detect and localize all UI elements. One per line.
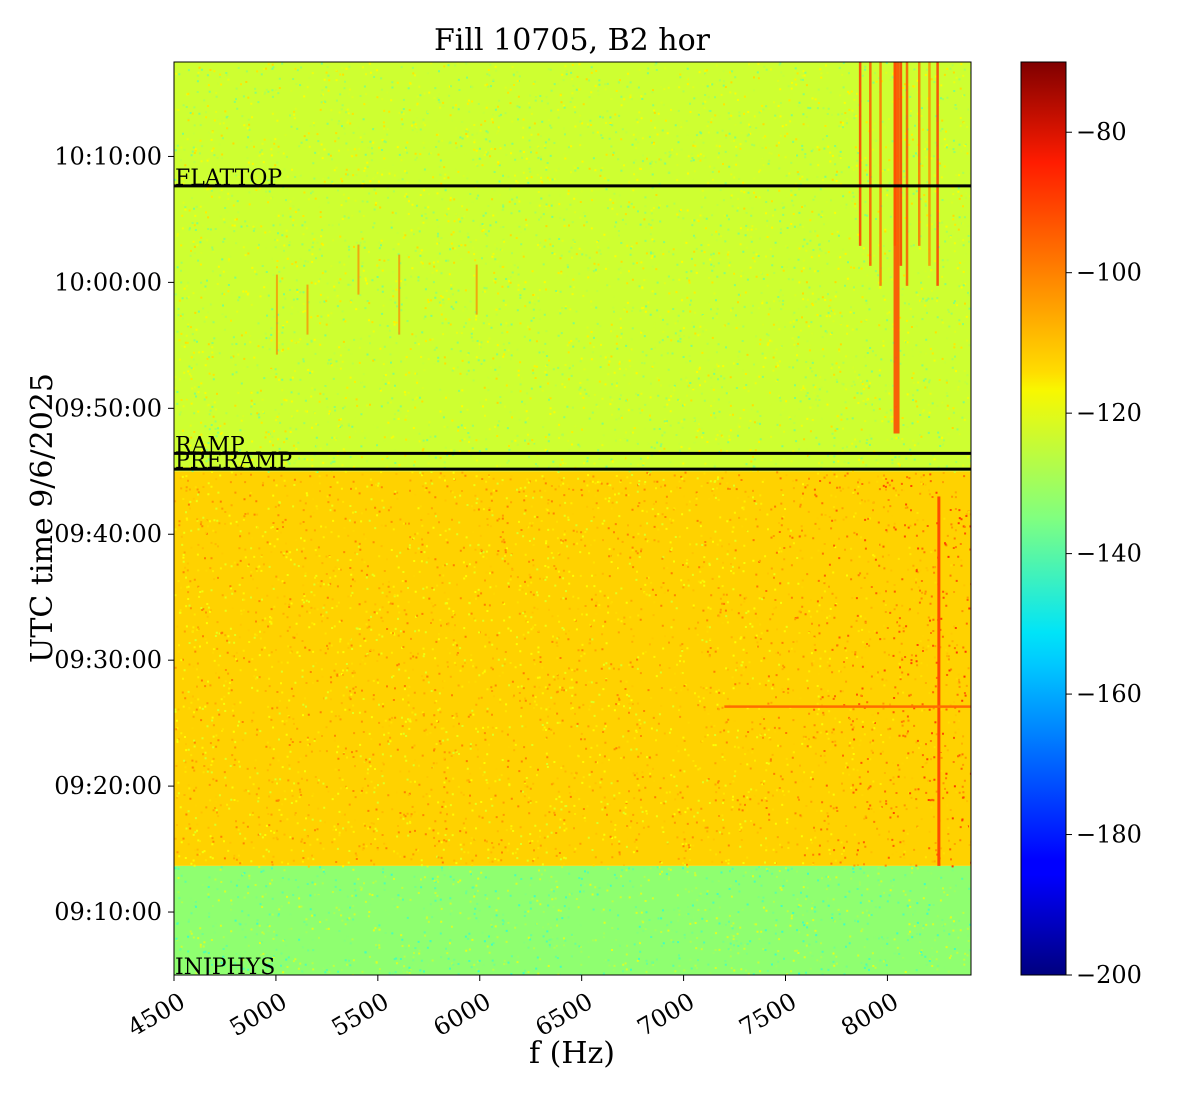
- transient-line: [398, 254, 401, 335]
- noise-speck-group: [750, 870, 753, 873]
- y-tick-label: 10:00:00: [54, 268, 162, 296]
- chart-title: Fill 10705, B2 hor: [434, 23, 711, 58]
- y-tick-label: 09:40:00: [54, 520, 162, 548]
- plot-frame: [173, 61, 972, 976]
- colorbar-tick-label: −180: [1076, 821, 1142, 849]
- region-1: [174, 471, 971, 866]
- x-tick-label: 6000: [429, 987, 496, 1042]
- spectral-line-main: [893, 62, 900, 434]
- x-axis: 4500 5000 5500 6000 6500 7000 7500 8000: [123, 975, 903, 1042]
- noise-speck-group: [955, 579, 958, 582]
- y-tick-label: 10:10:00: [54, 142, 162, 170]
- marker-label-ramp: RAMP: [175, 433, 245, 458]
- x-tick-label: 6500: [531, 987, 598, 1042]
- x-axis-label: f (Hz): [529, 1036, 615, 1071]
- spectral-line-lower: [937, 496, 941, 866]
- region-2: [174, 62, 971, 472]
- noise-speck-group: [934, 721, 937, 724]
- spectral-line: [879, 62, 882, 286]
- x-tick-label: 8000: [836, 987, 903, 1042]
- spectral-line: [869, 62, 872, 266]
- spectral-features: [275, 62, 971, 866]
- spectral-line: [918, 62, 921, 246]
- colorbar-tick-label: −80: [1076, 118, 1127, 146]
- noise-speck-group: [916, 739, 919, 742]
- noise-speck-group: [940, 617, 943, 620]
- noise-speck-group: [917, 547, 920, 550]
- transient-line: [357, 244, 360, 295]
- noise-speck-group: [953, 785, 956, 788]
- colorbar: −200 −180 −160 −140 −120 −100 −80: [1020, 61, 1142, 989]
- marker-label-injphys: INJPHYS: [175, 955, 275, 980]
- spectral-line: [936, 62, 939, 286]
- x-tick-label: 7500: [734, 987, 801, 1042]
- colorbar-tick-label: −160: [1076, 680, 1142, 708]
- noise-speck-group: [946, 791, 949, 794]
- noise-speck-group: [962, 796, 965, 799]
- marker-label-flattop: FLATTOP: [175, 166, 282, 191]
- spectral-line: [899, 62, 903, 266]
- y-tick-label: 09:20:00: [54, 772, 162, 800]
- transient-line: [306, 284, 309, 335]
- spectral-line: [928, 62, 931, 266]
- x-tick-label: 7000: [632, 987, 699, 1042]
- horizontal-artifact: [724, 705, 971, 708]
- intensity-regions: [174, 62, 971, 975]
- region-0: [174, 865, 971, 975]
- colorbar-tick-label: −140: [1076, 540, 1142, 568]
- y-tick-label: 09:50:00: [54, 394, 162, 422]
- transient-line: [475, 264, 478, 315]
- y-tick-label: 09:30:00: [54, 646, 162, 674]
- spectral-line: [858, 62, 862, 246]
- spectral-line: [905, 62, 909, 286]
- x-tick-label: 5000: [225, 987, 292, 1042]
- y-tick-label: 09:10:00: [54, 898, 162, 926]
- colorbar-tick-label: −200: [1076, 961, 1142, 989]
- colorbar-gradient: [1020, 61, 1067, 976]
- transient-line: [275, 274, 278, 355]
- noise-speck-group: [281, 500, 806, 863]
- x-tick-label: 5500: [327, 987, 394, 1042]
- colorbar-ticks: −200 −180 −160 −140 −120 −100 −80: [1066, 118, 1142, 989]
- x-tick-label: 4500: [123, 987, 190, 1042]
- y-axis-label: UTC time 9/6/2025: [25, 373, 60, 663]
- colorbar-tick-label: −120: [1076, 399, 1142, 427]
- noise-speck-group: [819, 480, 822, 482]
- colorbar-tick-label: −100: [1076, 259, 1142, 287]
- y-axis: 09:10:00 09:20:00 09:30:00 09:40:00 09:50:00…: [54, 142, 174, 926]
